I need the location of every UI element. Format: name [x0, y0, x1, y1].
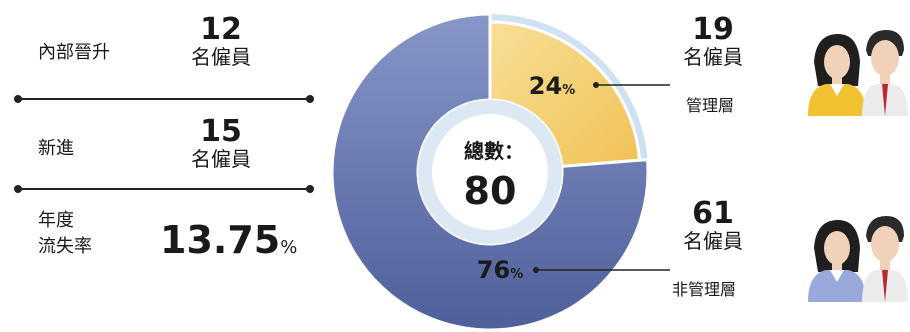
non-management-value: 61	[692, 196, 734, 231]
non-management-unit: 名僱員	[683, 229, 743, 253]
slice-label-non-management: 76%	[477, 256, 523, 284]
slice-label-management: 24%	[529, 72, 575, 100]
management-value: 19	[692, 12, 734, 47]
center-disc	[432, 114, 548, 230]
person-pair-blue-icon	[808, 216, 908, 302]
new-hires-unit: 名僱員	[191, 147, 251, 171]
internal-promotion-label: 內部晉升	[38, 42, 110, 63]
turnover-unit: %	[280, 237, 298, 258]
internal-promotion-unit: 名僱員	[191, 45, 251, 69]
divider-2	[14, 185, 314, 193]
internal-promotion-stat: 12 名僱員	[176, 12, 266, 69]
center-total: 80	[464, 169, 517, 213]
non-management-connector-dot	[533, 267, 539, 273]
turnover-value: 13.75	[160, 218, 281, 262]
center-label: 總數：	[464, 139, 524, 163]
non-management-stat: 61 名僱員	[668, 196, 758, 253]
internal-promotion-value: 12	[200, 12, 242, 47]
management-category: 管理層	[686, 96, 735, 115]
management-unit: 名僱員	[683, 45, 743, 69]
new-hires-label: 新進	[38, 138, 74, 159]
non-management-category: 非管理層	[672, 280, 737, 299]
divider-1	[14, 95, 314, 103]
new-hires-stat: 15 名僱員	[176, 114, 266, 171]
turnover-stat: 13.75%	[160, 218, 297, 262]
management-stat: 19 名僱員	[668, 12, 758, 69]
management-connector-dot	[593, 82, 599, 88]
turnover-label-line1: 年度	[38, 210, 74, 231]
turnover-label-line2: 流失率	[38, 236, 92, 257]
new-hires-value: 15	[200, 114, 242, 149]
person-pair-yellow-icon	[808, 30, 908, 116]
donut-chart: 總數： 80 24% 76%	[330, 12, 670, 332]
